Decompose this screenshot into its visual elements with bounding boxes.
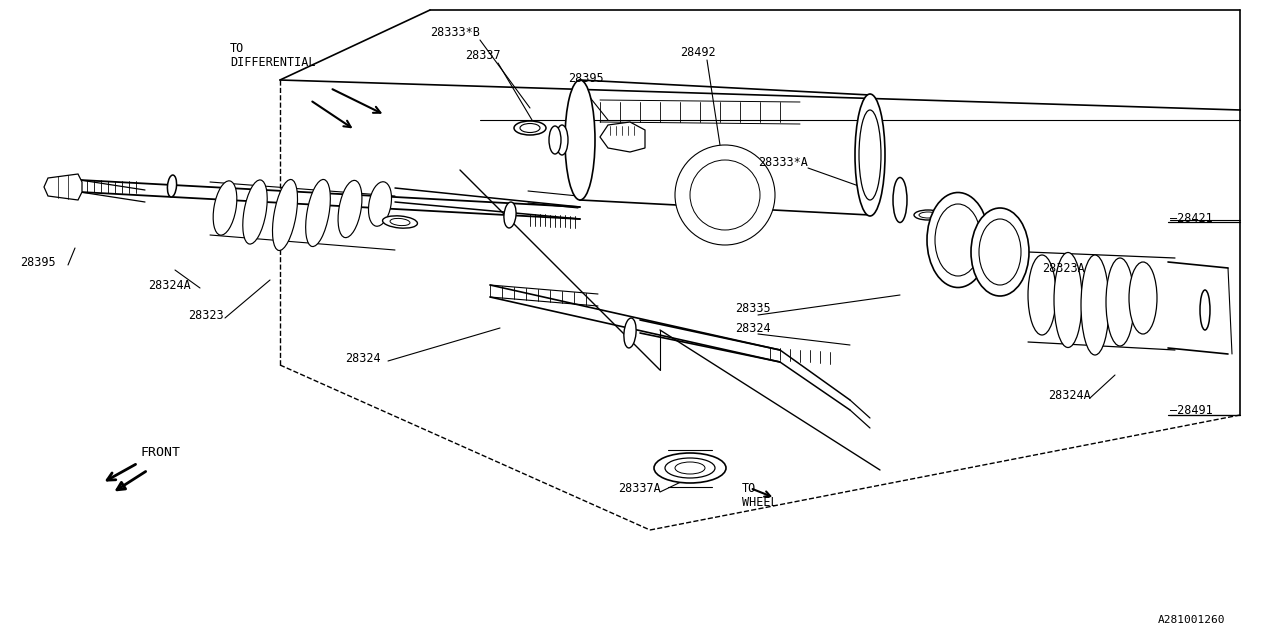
- Text: 28324: 28324: [735, 321, 771, 335]
- Ellipse shape: [666, 458, 716, 478]
- Text: DIFFERENTIAL: DIFFERENTIAL: [230, 56, 315, 68]
- Text: TO: TO: [742, 481, 756, 495]
- Text: TO: TO: [230, 42, 244, 54]
- Ellipse shape: [273, 179, 297, 250]
- Text: 28337A: 28337A: [618, 481, 660, 495]
- Ellipse shape: [1201, 290, 1210, 330]
- Ellipse shape: [675, 462, 705, 474]
- Text: FRONT: FRONT: [140, 445, 180, 458]
- Text: 28492: 28492: [680, 45, 716, 58]
- Ellipse shape: [383, 216, 417, 228]
- Ellipse shape: [914, 210, 942, 220]
- Ellipse shape: [1053, 253, 1082, 348]
- Text: WHEEL: WHEEL: [742, 495, 778, 509]
- Text: 28395: 28395: [20, 255, 55, 269]
- Ellipse shape: [927, 193, 989, 287]
- Ellipse shape: [1082, 255, 1108, 355]
- Ellipse shape: [168, 175, 177, 197]
- Ellipse shape: [515, 121, 547, 135]
- Ellipse shape: [338, 180, 362, 237]
- Text: 28324A: 28324A: [148, 278, 191, 291]
- Text: 28323: 28323: [188, 308, 224, 321]
- Ellipse shape: [243, 180, 268, 244]
- Ellipse shape: [1106, 258, 1134, 346]
- Ellipse shape: [549, 126, 561, 154]
- Text: —28421: —28421: [1170, 211, 1212, 225]
- Polygon shape: [44, 174, 82, 200]
- Ellipse shape: [855, 94, 884, 216]
- Text: —28491: —28491: [1170, 403, 1212, 417]
- Text: 28335: 28335: [735, 301, 771, 314]
- Ellipse shape: [1028, 255, 1056, 335]
- Ellipse shape: [564, 80, 595, 200]
- Ellipse shape: [1129, 262, 1157, 334]
- Ellipse shape: [654, 453, 726, 483]
- Ellipse shape: [520, 124, 540, 132]
- Ellipse shape: [369, 182, 392, 227]
- Text: 28395: 28395: [568, 72, 604, 84]
- Ellipse shape: [919, 212, 937, 218]
- Polygon shape: [600, 122, 645, 152]
- Ellipse shape: [390, 218, 410, 225]
- Ellipse shape: [859, 110, 881, 200]
- Ellipse shape: [556, 125, 568, 155]
- Text: 28324: 28324: [346, 351, 380, 365]
- Ellipse shape: [690, 160, 760, 230]
- Text: 28337: 28337: [465, 49, 500, 61]
- Ellipse shape: [306, 179, 330, 246]
- Ellipse shape: [214, 181, 237, 235]
- Ellipse shape: [979, 219, 1021, 285]
- Text: 28323A: 28323A: [1042, 262, 1084, 275]
- Ellipse shape: [623, 318, 636, 348]
- Ellipse shape: [893, 177, 908, 223]
- Ellipse shape: [972, 208, 1029, 296]
- Text: 28324A: 28324A: [1048, 388, 1091, 401]
- Ellipse shape: [934, 204, 980, 276]
- Ellipse shape: [675, 145, 774, 245]
- Text: 28333*A: 28333*A: [758, 156, 808, 168]
- Text: 28333*B: 28333*B: [430, 26, 480, 38]
- Ellipse shape: [504, 202, 516, 228]
- Text: A281001260: A281001260: [1158, 615, 1225, 625]
